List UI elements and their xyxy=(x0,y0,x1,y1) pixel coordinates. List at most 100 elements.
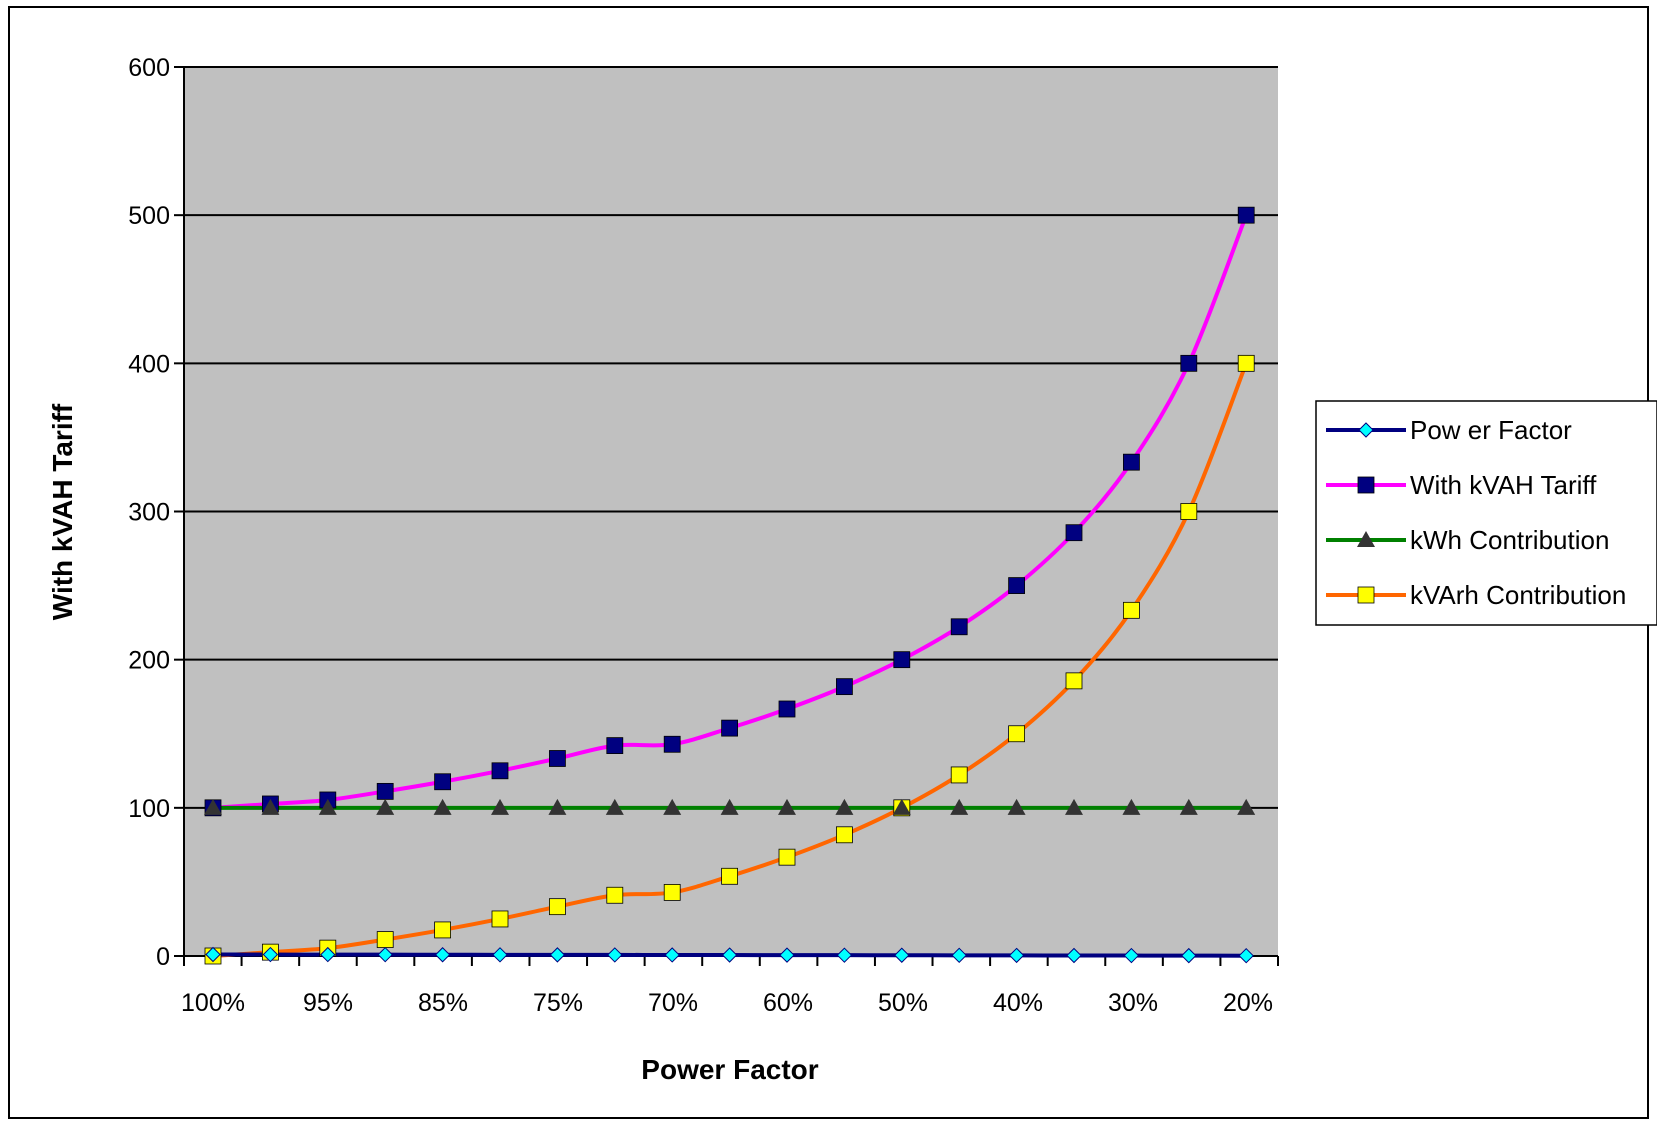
data-point xyxy=(663,884,681,901)
y-axis-title: With kVAH Tariff xyxy=(47,403,78,620)
data-point xyxy=(549,750,566,767)
y-tick-label: 400 xyxy=(128,350,170,378)
data-point xyxy=(721,867,738,885)
data-point xyxy=(836,678,853,696)
data-point xyxy=(1123,453,1140,471)
data-point xyxy=(320,946,336,963)
x-tick-label: 50% xyxy=(878,989,928,1017)
legend-marker xyxy=(1357,476,1375,494)
x-tick-label: 100% xyxy=(181,989,245,1017)
y-tick-label: 600 xyxy=(128,54,170,82)
data-point xyxy=(1181,947,1197,964)
y-axis-ticks: 0 100 200 300 400 500 600 xyxy=(128,54,184,971)
legend-marker xyxy=(1358,422,1374,438)
data-point xyxy=(1237,354,1255,372)
data-point xyxy=(950,766,968,784)
data-point xyxy=(663,735,681,753)
data-point xyxy=(1066,947,1082,964)
data-point xyxy=(434,773,452,791)
legend-label: kWh Contribution xyxy=(1410,525,1609,555)
series-markers xyxy=(204,206,1256,965)
data-point xyxy=(205,946,221,963)
data-point xyxy=(318,798,337,815)
data-point xyxy=(892,798,911,815)
data-point xyxy=(434,921,452,939)
x-axis-title: Power Factor xyxy=(641,1054,818,1085)
data-point xyxy=(1065,524,1083,542)
data-point xyxy=(434,947,451,963)
y-tick-label: 300 xyxy=(128,499,170,527)
x-tick-label: 20% xyxy=(1223,989,1273,1017)
data-point xyxy=(1179,798,1198,815)
data-point xyxy=(663,798,682,815)
data-point xyxy=(1237,798,1256,815)
x-tick-label: 75% xyxy=(533,989,583,1017)
data-point xyxy=(778,798,796,815)
data-point xyxy=(548,798,567,815)
x-tick-label: 30% xyxy=(1108,989,1158,1017)
data-point xyxy=(950,798,969,815)
data-point xyxy=(1180,503,1198,520)
data-point xyxy=(1238,947,1254,964)
data-point xyxy=(778,700,796,718)
legend: Pow er Factor With kVAH Tariff kWh Contrib… xyxy=(1315,400,1657,626)
data-point xyxy=(778,848,796,866)
data-point xyxy=(1065,798,1083,815)
data-point xyxy=(377,946,393,963)
data-point xyxy=(893,651,911,669)
data-point xyxy=(261,798,280,815)
y-tick-label: 100 xyxy=(128,795,170,823)
legend-marker xyxy=(1357,586,1375,604)
y-tick-label: 0 xyxy=(156,943,170,971)
data-point xyxy=(1007,798,1026,815)
data-point xyxy=(491,910,509,928)
legend-label: Pow er Factor xyxy=(1410,415,1572,445)
x-axis-ticks: 100% 95% 85% 75% 70% 60% 50% 40% 30% 20% xyxy=(181,956,1279,1017)
data-point xyxy=(491,762,509,780)
x-tick-label: 95% xyxy=(303,989,353,1017)
data-point xyxy=(1237,206,1255,224)
data-point xyxy=(721,947,738,963)
data-point xyxy=(1008,947,1025,964)
data-point xyxy=(606,886,624,904)
data-point xyxy=(1122,798,1141,815)
data-point xyxy=(606,737,624,755)
data-point xyxy=(376,798,395,815)
x-tick-label: 40% xyxy=(993,989,1043,1017)
data-point xyxy=(720,798,739,815)
data-point xyxy=(549,947,566,963)
data-point xyxy=(1008,577,1025,594)
data-point xyxy=(779,947,795,963)
data-point xyxy=(951,947,967,964)
data-point xyxy=(721,719,738,737)
data-point xyxy=(950,618,968,636)
x-tick-label: 70% xyxy=(648,989,698,1017)
data-point xyxy=(376,782,394,800)
data-point xyxy=(607,947,623,963)
data-point xyxy=(1180,354,1198,372)
data-point xyxy=(262,946,279,963)
data-point xyxy=(491,798,509,815)
y-tick-label: 500 xyxy=(128,202,170,230)
x-tick-label: 85% xyxy=(418,989,468,1017)
x-tick-label: 60% xyxy=(763,989,813,1017)
legend-label: With kVAH Tariff xyxy=(1410,470,1597,500)
data-point xyxy=(894,947,910,963)
legend-marker xyxy=(1357,531,1375,547)
data-point xyxy=(376,931,394,948)
legend-label: kVArh Contribution xyxy=(1410,580,1626,610)
data-point xyxy=(433,798,452,815)
data-point xyxy=(1123,947,1140,964)
data-point xyxy=(1065,672,1083,690)
data-point xyxy=(836,826,853,844)
data-point xyxy=(835,798,854,815)
data-point xyxy=(664,947,680,963)
data-point xyxy=(1008,725,1025,743)
data-point xyxy=(204,798,222,815)
data-point xyxy=(492,947,508,963)
data-point xyxy=(836,947,853,963)
data-point xyxy=(1123,601,1140,619)
data-point xyxy=(549,898,566,916)
y-tick-label: 200 xyxy=(128,647,170,675)
